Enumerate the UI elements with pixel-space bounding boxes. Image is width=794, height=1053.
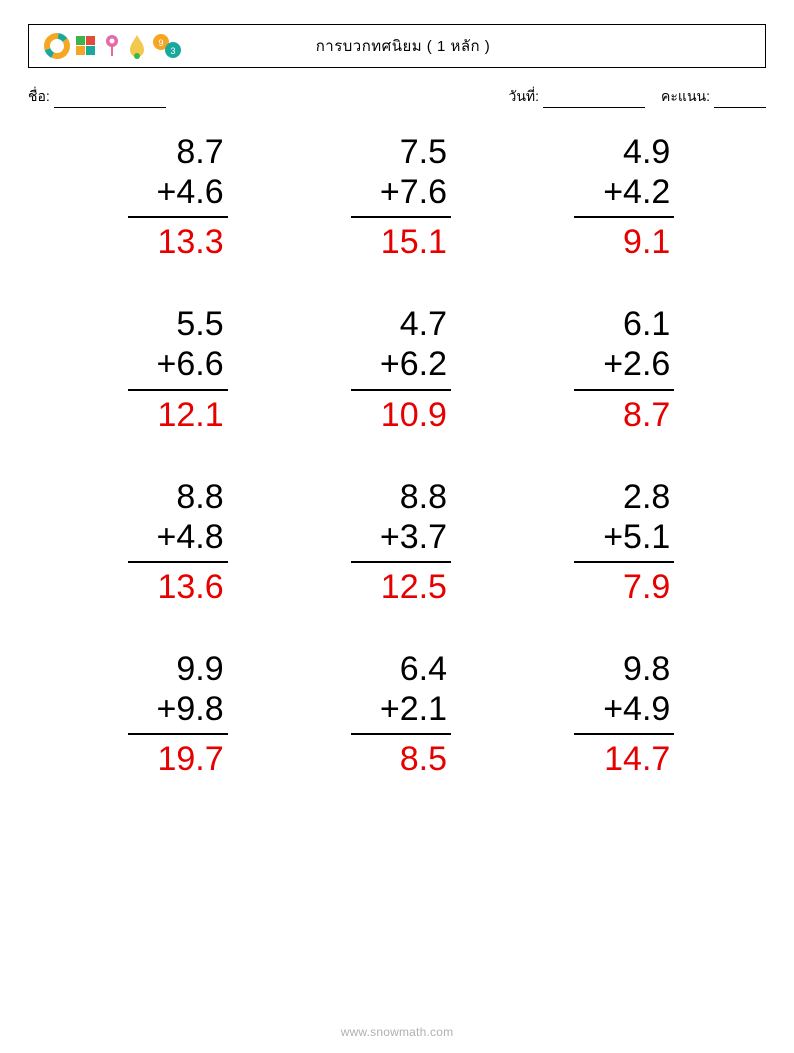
problem-stack: 8.7+4.6 13.3 [120, 132, 228, 262]
problem: 2.8+5.1 7.9 [509, 477, 732, 607]
problem-stack: 7.5+7.6 15.1 [343, 132, 451, 262]
problem-stack: 4.7+6.2 10.9 [343, 304, 451, 434]
sum-bar [351, 216, 451, 218]
answer: 12.5 [343, 567, 451, 607]
problem-stack: 6.1+2.6 8.7 [566, 304, 674, 434]
problem: 4.7+6.2 10.9 [285, 304, 508, 434]
operand-top: 5.5 [120, 304, 228, 344]
answer: 9.1 [566, 222, 674, 262]
operand-top: 4.9 [566, 132, 674, 172]
operand-top: 8.8 [343, 477, 451, 517]
operand-bottom: +5.1 [566, 517, 674, 557]
operand-bottom: +4.2 [566, 172, 674, 212]
answer: 10.9 [343, 395, 451, 435]
answer: 7.9 [566, 567, 674, 607]
name-blank[interactable] [54, 92, 166, 108]
logo-donut-icon [43, 32, 71, 60]
answer: 8.5 [343, 739, 451, 779]
operand-bottom: +2.1 [343, 689, 451, 729]
sum-bar [574, 561, 674, 563]
header-box: 9 3 การบวกทศนิยม ( 1 หลัก ) [28, 24, 766, 68]
problem-stack: 2.8+5.1 7.9 [566, 477, 674, 607]
problem-stack: 5.5+6.6 12.1 [120, 304, 228, 434]
sum-bar [351, 733, 451, 735]
problems-grid: 8.7+4.613.37.5+7.615.14.9+4.29.15.5+6.61… [28, 132, 766, 779]
problem: 6.4+2.1 8.5 [285, 649, 508, 779]
operand-bottom: +4.6 [120, 172, 228, 212]
operand-bottom: +3.7 [343, 517, 451, 557]
sum-bar [351, 561, 451, 563]
operand-top: 8.8 [120, 477, 228, 517]
problem-stack: 9.9+9.8 19.7 [120, 649, 228, 779]
logo-ball-icon: 9 3 [151, 32, 181, 60]
problem-stack: 9.8+4.9 14.7 [566, 649, 674, 779]
problem: 9.8+4.9 14.7 [509, 649, 732, 779]
operand-top: 9.8 [566, 649, 674, 689]
problem: 8.7+4.6 13.3 [62, 132, 285, 262]
date-label: วันที่: [508, 86, 539, 108]
logo-drop-icon [126, 32, 148, 60]
sum-bar [574, 733, 674, 735]
operand-top: 7.5 [343, 132, 451, 172]
sum-bar [128, 216, 228, 218]
sum-bar [574, 389, 674, 391]
answer: 19.7 [120, 739, 228, 779]
operand-bottom: +6.6 [120, 344, 228, 384]
operand-top: 4.7 [343, 304, 451, 344]
operand-top: 9.9 [120, 649, 228, 689]
operand-bottom: +4.8 [120, 517, 228, 557]
problem: 4.9+4.2 9.1 [509, 132, 732, 262]
problem: 7.5+7.6 15.1 [285, 132, 508, 262]
answer: 13.6 [120, 567, 228, 607]
sum-bar [351, 389, 451, 391]
problem-stack: 8.8+3.7 12.5 [343, 477, 451, 607]
problem: 9.9+9.8 19.7 [62, 649, 285, 779]
operand-top: 6.1 [566, 304, 674, 344]
problem: 8.8+4.8 13.6 [62, 477, 285, 607]
sum-bar [128, 733, 228, 735]
worksheet-page: 9 3 การบวกทศนิยม ( 1 หลัก ) ชื่อ: วันที่… [0, 0, 794, 1053]
answer: 12.1 [120, 395, 228, 435]
answer: 14.7 [566, 739, 674, 779]
site-logo: 9 3 [43, 32, 181, 60]
logo-puzzle-icon [74, 32, 98, 60]
date-blank[interactable] [543, 92, 645, 108]
operand-bottom: +9.8 [120, 689, 228, 729]
answer: 8.7 [566, 395, 674, 435]
operand-bottom: +2.6 [566, 344, 674, 384]
problem: 5.5+6.6 12.1 [62, 304, 285, 434]
operand-top: 2.8 [566, 477, 674, 517]
score-blank[interactable] [714, 92, 766, 108]
problem-stack: 6.4+2.1 8.5 [343, 649, 451, 779]
problem-stack: 4.9+4.2 9.1 [566, 132, 674, 262]
worksheet-title: การบวกทศนิยม ( 1 หลัก ) [181, 34, 625, 58]
operand-top: 6.4 [343, 649, 451, 689]
answer: 15.1 [343, 222, 451, 262]
info-line: ชื่อ: วันที่: คะแนน: [28, 86, 766, 108]
sum-bar [128, 389, 228, 391]
operand-top: 8.7 [120, 132, 228, 172]
logo-pin-icon [101, 32, 123, 60]
footer-url: www.snowmath.com [0, 1025, 794, 1039]
score-label: คะแนน: [661, 86, 710, 108]
operand-bottom: +7.6 [343, 172, 451, 212]
name-label: ชื่อ: [28, 86, 50, 108]
svg-text:9: 9 [158, 38, 163, 48]
problem: 8.8+3.7 12.5 [285, 477, 508, 607]
sum-bar [128, 561, 228, 563]
operand-bottom: +4.9 [566, 689, 674, 729]
svg-text:3: 3 [170, 46, 175, 56]
problem: 6.1+2.6 8.7 [509, 304, 732, 434]
operand-bottom: +6.2 [343, 344, 451, 384]
problem-stack: 8.8+4.8 13.6 [120, 477, 228, 607]
answer: 13.3 [120, 222, 228, 262]
sum-bar [574, 216, 674, 218]
